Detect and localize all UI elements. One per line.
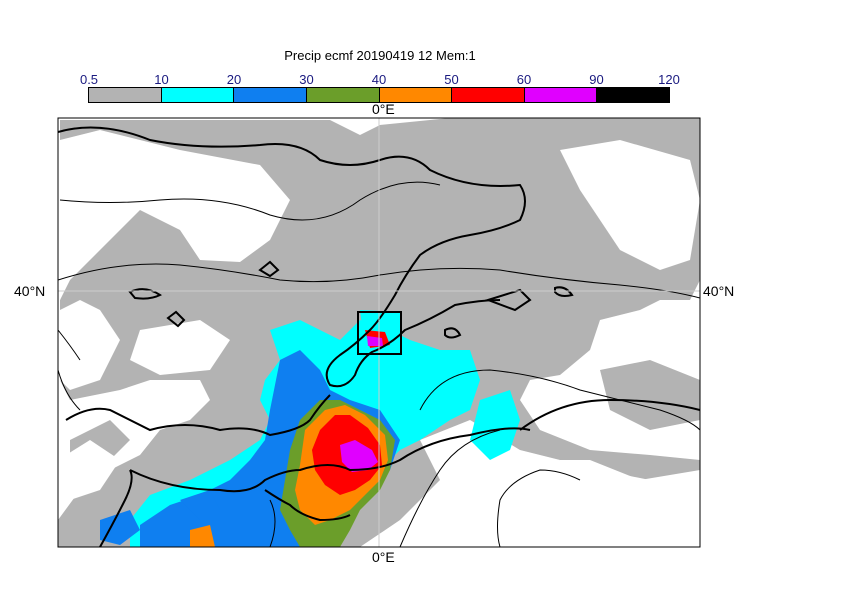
colorbar-tick: 0.5 (79, 72, 99, 87)
colorbar-tick: 60 (516, 72, 532, 87)
colorbar-segment (306, 88, 380, 102)
colorbar-tick: 120 (658, 72, 680, 87)
map-title: Precip ecmf 20190419 12 Mem:1 (284, 48, 476, 63)
colorbar-segment (597, 88, 669, 102)
coastlines (58, 126, 700, 547)
lat-label-right: 40°N (703, 283, 735, 299)
colorbar-tick: 30 (299, 72, 314, 87)
colorbar-segment (379, 88, 453, 102)
colorbar-tick: 20 (226, 72, 242, 87)
colorbar-bar (88, 87, 670, 103)
colorbar-tick: 40 (371, 72, 387, 87)
colorbar-segment (89, 88, 162, 102)
colorbar-segment (234, 88, 307, 102)
colorbar-segment (161, 88, 235, 102)
map-frame (57, 117, 701, 548)
lon-label-top: 0°E (372, 101, 395, 117)
lon-label-bottom: 0°E (372, 549, 395, 565)
lat-label-left: 40°N (14, 283, 46, 299)
pressure-contours (58, 181, 700, 547)
colorbar-tick: 50 (444, 72, 459, 87)
colorbar-tick: 90 (589, 72, 604, 87)
colorbar-segment (524, 88, 598, 102)
colorbar-tick: 10 (154, 72, 169, 87)
highlight-box (357, 311, 402, 355)
colorbar-segment (452, 88, 525, 102)
